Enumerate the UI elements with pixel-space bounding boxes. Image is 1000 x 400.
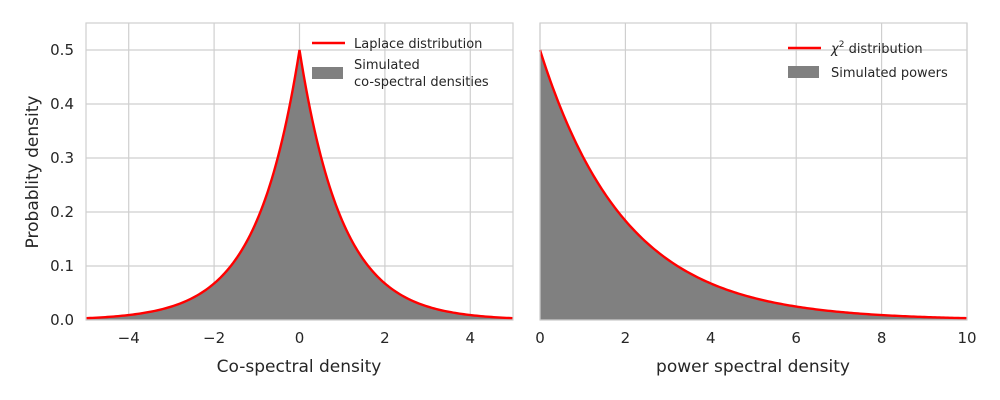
legend-simulated-co-spectral-label: Simulated co-spectral densities — [354, 58, 489, 90]
right-plot-frame — [539, 22, 968, 321]
legend-simulated-powers-swatch — [788, 66, 819, 78]
right-density-curve — [538, 49, 968, 320]
left-density-curve — [85, 49, 514, 320]
right-x-tick-label: 0 — [535, 329, 545, 347]
left-x-tick-label: −4 — [118, 329, 140, 347]
y-tick-label: 0.2 — [50, 203, 74, 221]
legend-chi2-superscript: 2 — [839, 40, 845, 50]
y-tick-label: 0.3 — [50, 149, 74, 167]
y-tick-label: 0.5 — [50, 41, 74, 59]
left-histogram-area — [86, 50, 513, 320]
left-x-axis-label: Co-spectral density — [217, 357, 382, 377]
legend-simulated-co-spectral-swatch — [312, 67, 343, 79]
left-x-tick-label: −2 — [203, 329, 225, 347]
left-legend: Laplace distribution Simulated co-spectr… — [312, 37, 489, 90]
right-x-tick-label: 8 — [877, 329, 887, 347]
legend-simulated-co-spectral-line-2: co-spectral densities — [354, 75, 489, 90]
y-tick-label: 0.0 — [50, 311, 74, 329]
legend-simulated-powers-label: Simulated powers — [831, 66, 948, 81]
y-axis-label: Probablity density — [23, 96, 43, 249]
right-x-tick-label: 2 — [621, 329, 631, 347]
right-legend: χ2 distribution Simulated powers — [788, 40, 948, 81]
legend-chi2-label: χ2 distribution — [830, 40, 923, 57]
left-chart-panel: −4 −2 0 2 4 0.0 0.1 0.2 0.3 0.4 0.5 Co-spectral d… — [23, 22, 514, 377]
y-tick-label: 0.4 — [50, 95, 74, 113]
left-x-tick-label: 2 — [380, 329, 390, 347]
legend-laplace-label: Laplace distribution — [354, 37, 482, 52]
right-x-tick-label: 10 — [957, 329, 976, 347]
right-x-axis-label: power spectral density — [656, 357, 850, 377]
right-histogram-area — [540, 50, 967, 320]
right-x-tick-label: 6 — [791, 329, 801, 347]
right-x-tick-label: 4 — [706, 329, 716, 347]
y-tick-label: 0.1 — [50, 257, 74, 275]
legend-chi2-symbol: χ — [830, 42, 840, 57]
left-plot-frame — [85, 22, 514, 321]
left-x-tick-label: 0 — [295, 329, 305, 347]
left-x-tick-label: 4 — [466, 329, 476, 347]
legend-chi2-text: distribution — [844, 42, 922, 57]
right-chart-panel: 0 2 4 6 8 10 power spectral density χ2 distri… — [535, 22, 977, 377]
legend-simulated-co-spectral-line-1: Simulated — [354, 58, 420, 73]
